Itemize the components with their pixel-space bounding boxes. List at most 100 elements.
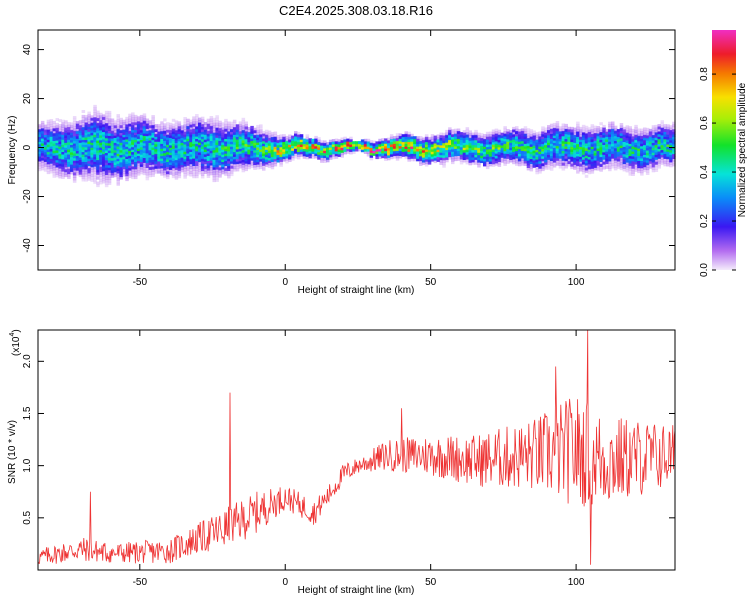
spectrogram-cell xyxy=(157,129,161,132)
spectrogram-cell xyxy=(424,153,429,157)
spectrogram-cell xyxy=(497,149,502,153)
spectrogram-cell xyxy=(552,144,557,148)
spectrogram-cell xyxy=(131,141,135,145)
spectrogram-cell xyxy=(157,151,161,154)
spectrogram-cell xyxy=(93,126,97,130)
spectrogram-cell xyxy=(552,137,557,141)
spectrogram-cell xyxy=(40,130,45,134)
spectrogram-cell xyxy=(520,148,525,151)
spectrogram-cell xyxy=(113,159,118,163)
spectrogram-cell xyxy=(506,153,510,157)
spectrogram-cell xyxy=(515,162,519,166)
spectrogram-cell xyxy=(366,151,371,155)
spectrogram-cell xyxy=(634,144,638,148)
spectrogram-cell xyxy=(227,165,231,169)
spectrogram-cell xyxy=(58,138,62,142)
spectrogram-cell xyxy=(421,159,426,163)
spectrogram-cell xyxy=(163,167,167,171)
spectrogram-cell xyxy=(346,148,350,152)
spectrogram-cell xyxy=(189,134,193,138)
spectrogram-cell xyxy=(72,147,77,151)
spectrogram-cell xyxy=(584,145,589,149)
spectrogram-cell xyxy=(247,136,251,140)
spectrogram-cell xyxy=(520,140,525,144)
spectrogram-cell xyxy=(372,148,376,151)
spectrogram-cell xyxy=(131,163,135,167)
spectrogram-cell xyxy=(52,155,56,159)
spectrogram-cell xyxy=(506,160,510,164)
spectrogram-cell xyxy=(407,153,411,157)
spectrogram-cell xyxy=(477,144,481,148)
spectrogram-cell xyxy=(81,173,86,177)
spectrogram-cell xyxy=(288,146,292,150)
spectrogram-cell xyxy=(270,156,275,160)
spectrogram-cell xyxy=(517,129,522,132)
spectrogram-cell xyxy=(102,136,106,140)
spectrogram-cell xyxy=(599,149,603,153)
spectrogram-cell xyxy=(288,144,292,148)
spectrogram-cell xyxy=(451,151,455,155)
spectrogram-cell xyxy=(552,132,557,136)
spectrogram-cell xyxy=(75,130,80,134)
spectrogram-cell xyxy=(81,149,86,153)
spectrogram-cell xyxy=(628,140,632,144)
spectrogram-cell xyxy=(128,133,132,137)
spectrogram-cell xyxy=(61,134,65,138)
spectrogram-cell xyxy=(61,141,65,145)
spectrogram-cell xyxy=(657,124,661,127)
spectrogram-cell xyxy=(93,134,97,138)
spectrogram-cell xyxy=(238,141,243,144)
spectrogram-cell xyxy=(663,126,667,130)
spectrogram-cell xyxy=(67,146,71,150)
spectrogram-cell xyxy=(549,131,554,134)
spectrogram-cell xyxy=(46,171,51,175)
spectrogram-cell xyxy=(445,129,449,133)
spectrogram-cell xyxy=(477,159,481,163)
spectrogram-cell xyxy=(81,129,86,133)
spectrogram-cell xyxy=(166,161,170,165)
spectrogram-cell xyxy=(212,152,216,156)
spectrogram-cell xyxy=(573,164,577,168)
spectrogram-cell xyxy=(250,155,254,159)
spectrogram-cell xyxy=(576,133,580,137)
spectrogram-cell xyxy=(122,153,126,157)
spectrogram-cell xyxy=(549,148,554,152)
spectrogram-cell xyxy=(480,138,484,141)
spectrogram-cell xyxy=(549,128,554,132)
spectrogram-cell xyxy=(160,172,164,176)
spectrogram-cell xyxy=(581,166,586,170)
spectrogram-cell xyxy=(134,139,138,143)
spectrogram-cell xyxy=(166,132,170,135)
spectrogram-cell xyxy=(96,154,100,158)
spectrogram-cell xyxy=(526,128,531,132)
spectrogram-cell xyxy=(195,136,199,139)
spectrogram-cell xyxy=(230,170,234,174)
spectrogram-cell xyxy=(99,115,103,119)
spectrogram-cell xyxy=(78,159,83,163)
spectrogram-cell xyxy=(139,151,144,155)
spectrogram-cell xyxy=(343,151,347,155)
spectrogram-cell xyxy=(625,169,630,173)
spectrogram-cell xyxy=(372,143,376,147)
spectrogram-cell xyxy=(235,146,240,150)
spectrogram-cell xyxy=(294,136,298,139)
spectrogram-cell xyxy=(468,135,472,139)
spectrogram-cell xyxy=(136,157,141,161)
spectrogram-cell xyxy=(230,129,234,132)
spectrogram-cell xyxy=(625,157,630,161)
spectrogram-cell xyxy=(596,126,600,129)
spectrogram-cell xyxy=(145,125,150,129)
spectrogram-cell xyxy=(558,138,563,142)
spectrogram-cell xyxy=(640,145,644,149)
spectrogram-cell xyxy=(561,155,566,159)
spectrogram-cell xyxy=(136,128,141,132)
spectrogram-cell xyxy=(64,161,68,165)
spectrogram-cell xyxy=(72,130,77,134)
spectrogram-cell xyxy=(70,156,74,160)
spectrogram-cell xyxy=(241,154,246,158)
spectrogram-cell xyxy=(267,155,272,159)
spectrogram-cell xyxy=(81,110,86,113)
spectrogram-cell xyxy=(195,175,199,179)
spectrogram-cell xyxy=(93,158,97,162)
spectrogram-cell xyxy=(613,140,618,144)
